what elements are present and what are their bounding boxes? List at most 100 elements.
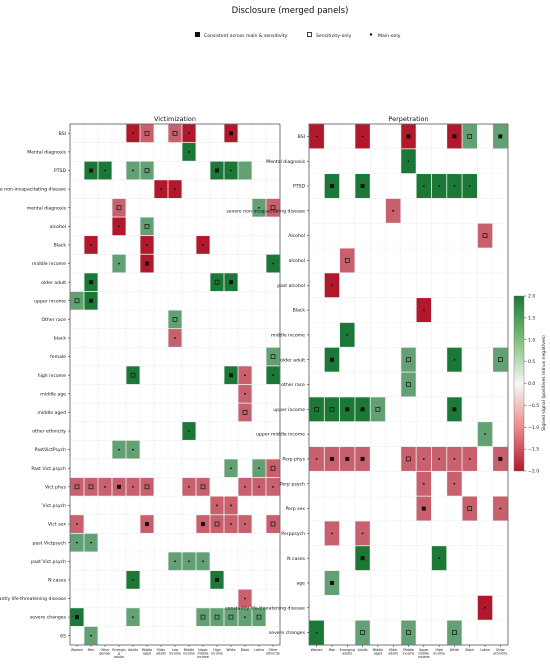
marker-main-only <box>453 185 456 187</box>
heatmap-cell <box>266 198 280 217</box>
marker-main-only <box>132 448 134 451</box>
marker-main-only <box>438 185 441 187</box>
marker-main-only <box>188 132 190 135</box>
marker-main-only <box>468 458 471 460</box>
marker-main-only <box>132 485 134 488</box>
x-tick-label: Upper middle income <box>418 648 430 659</box>
marker-main-only <box>438 557 441 560</box>
heatmap-cell <box>70 291 84 310</box>
marker-sensitivity-only <box>482 233 488 238</box>
x-tick-label: Low income <box>169 648 181 656</box>
y-tick-label: past alcohol <box>277 283 305 289</box>
panel-perpetration: Perpetration BSI Mental diagnosis PTSD sever… <box>225 115 509 659</box>
marker-main-only <box>258 206 260 209</box>
marker-consistent <box>329 580 334 585</box>
marker-sensitivity-only <box>329 406 335 412</box>
y-tick-label: alcohol <box>50 224 66 230</box>
marker-main-only <box>346 333 349 336</box>
marker-main-only <box>422 458 425 460</box>
colorbar-tick-label: −1.0 <box>528 425 539 431</box>
y-tick-label: Mental diagnosis <box>266 159 305 165</box>
heatmap-cell <box>168 310 182 329</box>
x-tick-label: Older adults <box>156 648 166 656</box>
y-tick-label: Other race <box>41 317 66 323</box>
y-tick-label: black <box>54 336 67 342</box>
y-tick-label: age <box>296 582 305 587</box>
legend-label-consistent: Consistent across main & sensitivity <box>204 33 288 39</box>
y-tick-label: 65 <box>60 633 66 639</box>
marker-main-only <box>174 560 176 563</box>
marker-main-only <box>258 485 260 488</box>
heatmap-cell <box>324 397 340 422</box>
marker-sensitivity-only <box>130 372 136 378</box>
marker-sensitivity-only <box>144 130 150 136</box>
y-tick-label: N cases <box>287 556 305 562</box>
marker-consistent <box>145 522 149 527</box>
marker-sensitivity-only <box>406 357 411 363</box>
x-tick-label: Latino <box>480 648 490 652</box>
x-tick-label: White <box>226 648 235 652</box>
y-tick-label: other race <box>281 382 305 388</box>
marker-sensitivity-only <box>406 382 411 387</box>
marker-main-only <box>90 634 92 637</box>
y-tick-label: BSI <box>298 134 305 140</box>
marker-sensitivity-only <box>88 484 94 490</box>
heatmap-cell <box>252 608 266 626</box>
y-tick-label: past Victpsych <box>33 540 67 546</box>
heatmap-cell <box>340 248 355 273</box>
marker-main-only <box>422 309 425 311</box>
y-tick-label: middle aged <box>37 410 66 416</box>
heatmap-cell <box>112 198 126 217</box>
marker-sensitivity-only <box>467 506 473 511</box>
panel-victimization: Victimization BSI Mental diagnosis PTSD seve… <box>0 115 281 659</box>
heatmap-cell <box>140 124 154 143</box>
heatmap-cell <box>309 397 324 422</box>
colorbar: 2.0 1.5 1.0 0.5 0.0 −0.5 −1.0 −1.5 −2.0 Signed s… <box>513 294 547 475</box>
y-tick-label: severe changes <box>269 630 306 636</box>
marker-main-only <box>484 606 486 609</box>
legend-label-sensitivity: Sensitivity-only <box>316 33 352 39</box>
marker-main-only <box>244 392 246 395</box>
x-tick-label: Other gender <box>99 648 111 656</box>
y-tick-label: female <box>50 354 66 360</box>
heatmap-cell <box>210 608 224 626</box>
y-tick-label: other ethnicity <box>32 429 66 435</box>
marker-consistent <box>329 456 334 461</box>
colorbar-tick-label: 2.0 <box>528 294 535 300</box>
marker-main-only <box>331 532 333 535</box>
colorbar-tick-label: 1.5 <box>528 315 535 321</box>
y-tick-label: high income <box>38 373 66 379</box>
marker-main-only <box>118 225 120 228</box>
colorbar-tick-label: −2.0 <box>528 469 539 475</box>
y-tick-label: upper income <box>273 407 305 413</box>
x-tick-label: Women <box>71 648 83 652</box>
marker-main-only <box>499 507 502 510</box>
marker-main-only <box>230 467 232 470</box>
legend-marker-filled <box>195 32 200 37</box>
heatmap-cell <box>70 477 84 496</box>
marker-main-only <box>392 209 395 212</box>
marker-main-only <box>244 597 246 600</box>
panel-title: Perpetration <box>388 115 428 123</box>
marker-consistent <box>452 134 457 139</box>
marker-sensitivity-only <box>172 317 178 322</box>
heatmap-cell <box>401 620 416 645</box>
marker-main-only <box>407 160 410 163</box>
marker-sensitivity-only <box>452 630 457 635</box>
y-tick-label: Alcohol <box>288 233 305 239</box>
marker-main-only <box>146 244 148 246</box>
marker-main-only <box>76 541 78 544</box>
heatmap-cell <box>493 347 508 372</box>
marker-main-only <box>361 135 364 138</box>
heatmap-cell <box>140 217 154 236</box>
figure-title: Disclosure (merged panels) <box>232 6 349 16</box>
marker-main-only <box>272 485 274 488</box>
marker-main-only <box>104 169 106 172</box>
y-tick-label: upper middle income <box>256 432 305 438</box>
marker-main-only <box>361 532 364 535</box>
marker-main-only <box>188 485 190 488</box>
marker-consistent <box>89 280 93 285</box>
marker-sensitivity-only <box>172 130 178 136</box>
